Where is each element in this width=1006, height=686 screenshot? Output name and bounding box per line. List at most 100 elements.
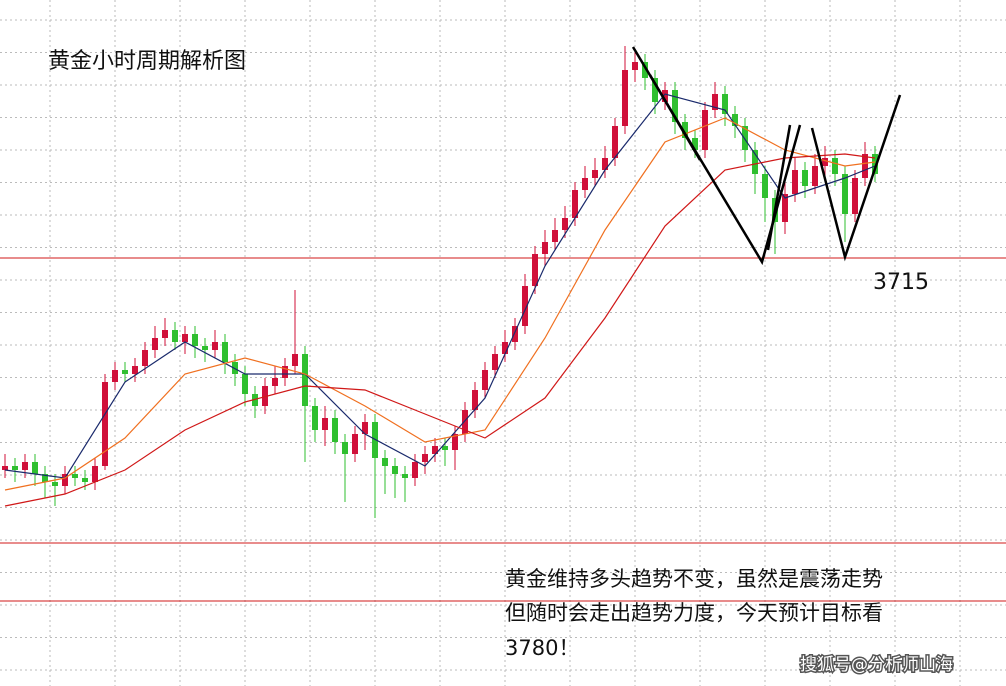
candle-body [402,474,408,478]
candle-body [812,166,818,186]
watermark: 搜狐号@分析师山海 [800,655,953,675]
candle-body [482,370,488,390]
candle-body [292,354,298,366]
candle-body [612,126,618,158]
candle-body [412,462,418,478]
candle-body [732,114,738,126]
candle-body [422,454,428,462]
candle-body [512,326,518,342]
candle-body [112,370,118,382]
pattern-lines [631,46,902,266]
candle-body [742,126,748,150]
candle-body [82,478,88,482]
candle-body [272,378,278,386]
candle-body [122,370,128,374]
candle-body [72,474,78,478]
candle-body [462,410,468,434]
candle-body [142,350,148,366]
candle-body [332,418,338,442]
candle-body [572,190,578,218]
candle-body [342,442,348,454]
candle-body [22,462,28,470]
candle-body [532,254,538,286]
candle-body [492,354,498,370]
pattern-line [810,94,902,262]
candle-body [762,174,768,198]
candle-body [442,446,448,450]
candle-body [312,406,318,430]
candle-body [222,342,228,362]
candle-body [452,434,458,450]
plot [0,46,1006,518]
candle-body [352,434,358,454]
candle-body [92,466,98,482]
candle-body [592,170,598,178]
candle-body [542,242,548,254]
candle-body [32,462,38,474]
candle-body [872,154,878,174]
candle-body [712,94,718,110]
candle-body [632,62,638,70]
candle-body [62,474,68,486]
candle-body [42,474,48,482]
candle-body [582,178,588,190]
candle-body [2,466,8,470]
candle-body [362,422,368,434]
candle-body [102,382,108,466]
moving-average [4,153,876,507]
note-line: 黄金维持多头趋势不变，虽然是震荡走势 [505,567,883,591]
moving-average [4,117,876,491]
candle-body [242,374,248,394]
candle-body [832,158,838,174]
candle-body [622,70,628,126]
candle-body [862,154,868,178]
candle-body [472,390,478,410]
candle-body [192,334,198,346]
moving-average [4,93,876,479]
candle-body [642,62,648,78]
chart-title: 黄金小时周期解析图 [48,49,246,74]
candle-body [132,366,138,374]
candle-body [322,418,328,430]
candle-body [382,458,388,466]
level-label: 3715 [873,270,929,295]
candle-body [552,230,558,242]
candle-body [522,286,528,326]
candle-body [252,394,258,406]
candle-body [752,150,758,174]
candle-body [152,338,158,350]
candle-body [702,110,708,150]
candle-body [652,78,658,102]
candle-body [682,122,688,138]
candle-body [792,170,798,194]
candle-body [672,90,678,122]
candle-body [822,158,828,166]
candle-body [212,342,218,350]
candle-body [852,178,858,214]
candle-body [602,158,608,170]
candle-body [662,90,668,102]
candle-body [52,482,58,486]
pattern-line [648,74,702,161]
candle-body [12,466,18,470]
candle-body [432,446,438,454]
candle-body [842,174,848,214]
candle-body [262,386,268,406]
candle-body [302,354,308,406]
candle-body [692,138,698,150]
candle-body [162,330,168,338]
candle-body [202,346,208,350]
candle-body [282,366,288,378]
candle-body [802,170,808,186]
pattern-line [766,124,792,251]
candle-body [172,330,178,342]
candle-body [782,194,788,222]
candle-body [502,342,508,354]
candle-body [722,94,728,114]
candle-body [562,218,568,230]
note-line: 3780！ [505,636,579,660]
note-line: 但随时会走出趋势力度，今天预计目标看 [505,601,883,625]
candle-body [182,334,188,342]
